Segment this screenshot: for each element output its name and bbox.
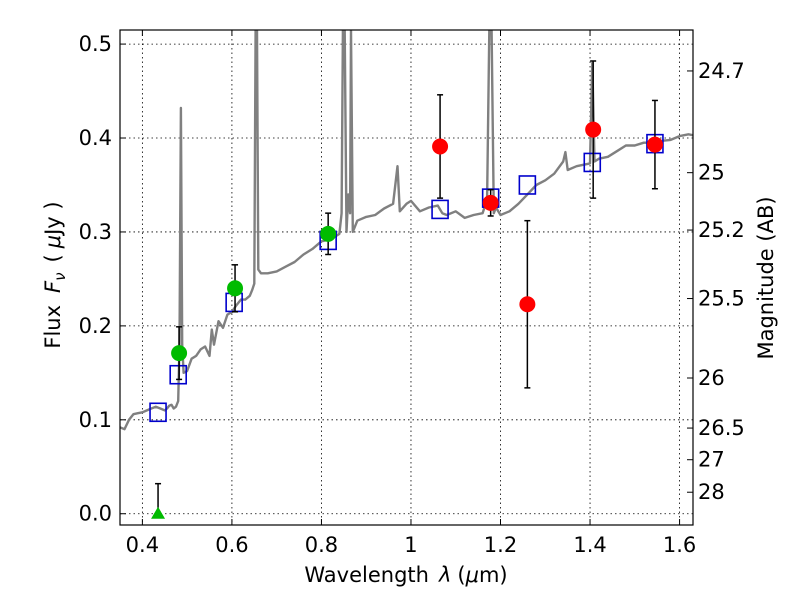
model-photometry-square: [169, 364, 187, 385]
model-photometry-square: [518, 175, 537, 195]
spectrum-layer: [120, 30, 693, 431]
model-photometry-square: [431, 199, 449, 220]
y-axis-label-text: Flux: [41, 305, 65, 349]
x-axis-unit-rest: m): [479, 563, 508, 587]
model-spectrum-line: [120, 30, 693, 431]
x-tick-label: 1.2: [484, 533, 517, 557]
observed-point: [171, 345, 188, 362]
grid: [120, 30, 693, 525]
model-photometry-square: [583, 152, 602, 173]
x-axis-label: Wavelength λ (μm): [304, 563, 507, 587]
x-tick-label: 1.6: [663, 533, 696, 557]
y2-tick-label: 26.5: [698, 416, 745, 440]
y2-tick-label: 26: [698, 366, 725, 390]
x-tick-label: 1.4: [573, 533, 606, 557]
observed-point: [519, 296, 536, 313]
x-tick-label: 1: [404, 533, 417, 557]
y-tick-label: 0.4: [79, 126, 112, 150]
y-tick-label: 0.5: [79, 32, 112, 56]
observed-point: [482, 194, 499, 211]
x-tick-label: 0.4: [126, 533, 159, 557]
y-axis-label: Flux Fν ( μJy ): [41, 201, 69, 348]
observed-point: [432, 138, 449, 155]
markers-layer: [149, 60, 664, 519]
ticks-layer: 0.4 0.6 0.8 1 1.2 1.4 1.6 0.0 0.1 0.2 0.3 0.4 0.5 24.…: [79, 30, 745, 557]
observed-point: [646, 136, 663, 153]
y-tick-label: 0.0: [79, 502, 112, 526]
y2-tick-label: 24.7: [698, 59, 745, 83]
y-tick-label: 0.1: [79, 408, 112, 432]
y2-tick-label: 25: [698, 161, 725, 185]
y-tick-label: 0.2: [79, 314, 112, 338]
y-axis-unit-open: (: [41, 254, 65, 262]
observed-point: [320, 225, 337, 242]
y-tick-label: 0.3: [79, 220, 112, 244]
x-axis-label-text: Wavelength: [304, 563, 429, 587]
plot-frame: [119, 29, 694, 526]
y2-tick-label: 28: [698, 480, 725, 504]
y-axis-nu-subscript: ν: [51, 272, 69, 280]
model-photometry-square: [149, 402, 167, 423]
y2-axis-label: Magnitude (AB): [754, 196, 778, 359]
y-axis-unit-mu: μ: [41, 235, 65, 249]
x-tick-label: 0.8: [305, 533, 338, 557]
observed-point: [227, 280, 244, 297]
y2-tick-label: 27: [698, 448, 725, 472]
y-axis-unit-rest: Jy ): [41, 201, 65, 237]
observed-point: [585, 121, 602, 138]
y2-tick-label: 25.5: [698, 287, 745, 311]
x-axis-unit-open: (: [457, 563, 465, 587]
x-axis-lambda-symbol: λ: [438, 563, 451, 587]
x-axis-unit-mu: μ: [465, 563, 479, 587]
y-axis-flux-symbol: F: [41, 280, 65, 293]
x-tick-label: 0.6: [215, 533, 248, 557]
y2-tick-label: 25.2: [698, 218, 745, 242]
upper-limit-triangle: [151, 506, 166, 519]
